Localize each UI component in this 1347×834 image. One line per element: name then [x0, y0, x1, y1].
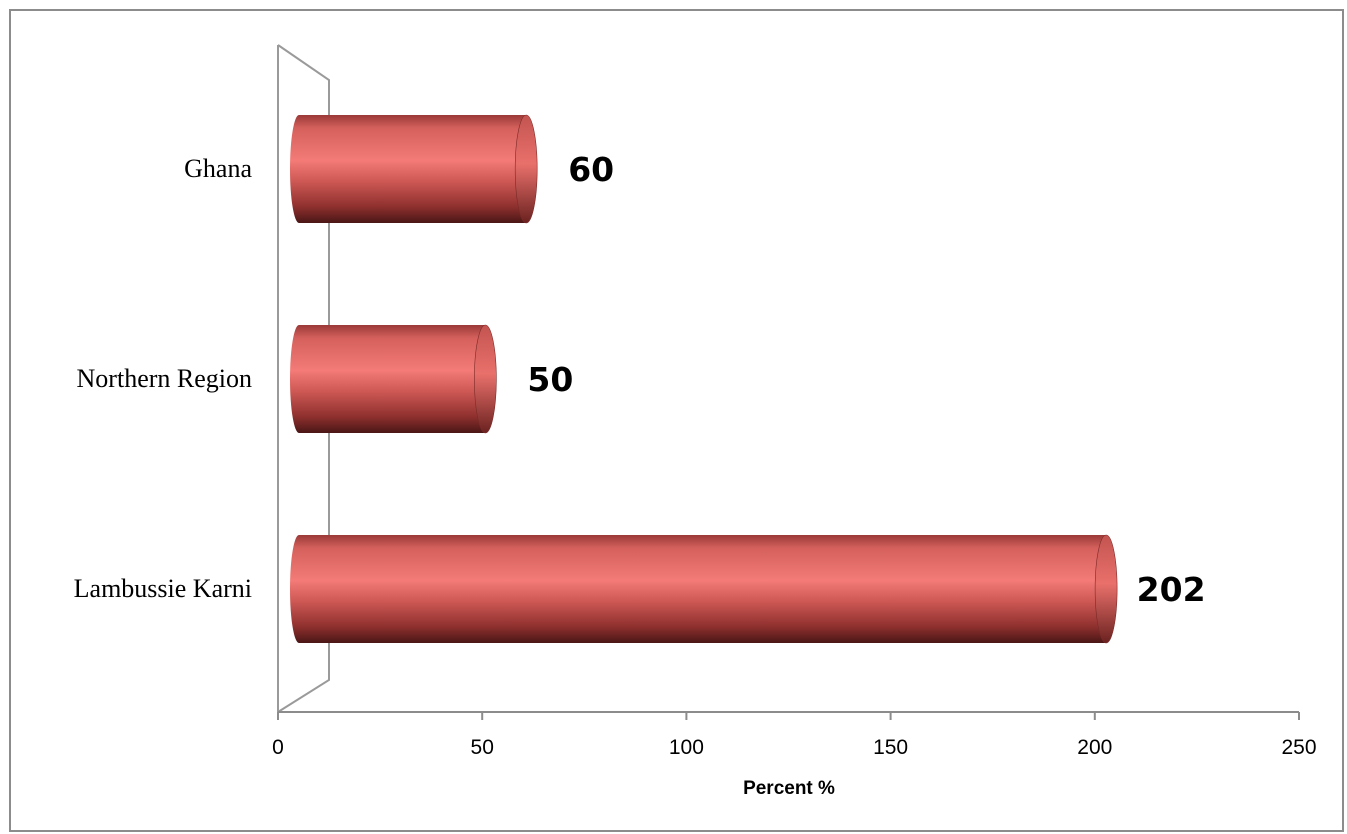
- x-tick-label: 200: [1077, 736, 1112, 759]
- bar-end-cap: [474, 324, 497, 434]
- bar: [289, 529, 1118, 649]
- data-label: 202: [1137, 570, 1206, 609]
- bar-end-cap: [514, 114, 538, 224]
- x-tick-label: 50: [471, 736, 494, 759]
- data-label: 60: [568, 150, 614, 189]
- category-labels: Ghana Northern Region Lambussie Karni: [74, 154, 253, 603]
- data-labels: 60 50 202: [527, 150, 1205, 609]
- bar-body: [299, 535, 1107, 643]
- x-axis-ticks: 0 50 100 150 200 250: [272, 712, 1317, 759]
- bars-group: [289, 114, 1118, 649]
- category-label: Ghana: [184, 154, 252, 183]
- bar-left-end: [290, 535, 308, 643]
- bar-left-end: [290, 325, 308, 433]
- bar: [290, 114, 538, 224]
- bar-body: [299, 325, 486, 433]
- x-tick-label: 0: [272, 736, 284, 759]
- x-axis-title: Percent %: [743, 778, 835, 799]
- bar: [290, 324, 497, 434]
- data-label: 50: [527, 360, 573, 399]
- bar-left-end: [290, 115, 308, 223]
- x-tick-label: 100: [669, 736, 704, 759]
- bar-body: [299, 115, 527, 223]
- category-label: Northern Region: [77, 364, 252, 393]
- x-tick-label: 150: [873, 736, 908, 759]
- chart-frame: [9, 9, 1344, 832]
- x-tick-label: 250: [1281, 736, 1316, 759]
- bar-end-cap: [1094, 534, 1118, 644]
- category-label: Lambussie Karni: [74, 574, 252, 603]
